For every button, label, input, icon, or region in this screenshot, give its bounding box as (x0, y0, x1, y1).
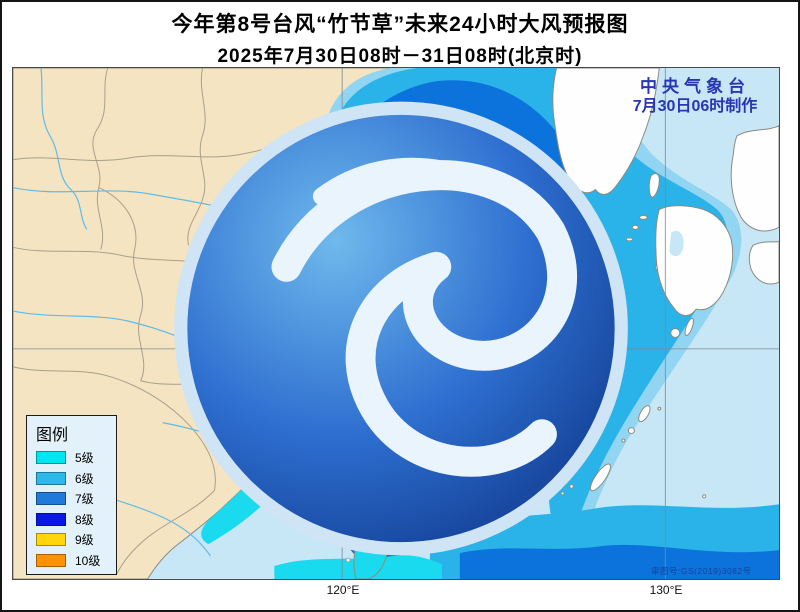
legend-row: 5级 (36, 451, 116, 465)
legend-row: 7级 (36, 492, 116, 506)
logo-dragon-swirl (271, 160, 577, 477)
legend-swatch-10 (36, 553, 66, 567)
page-title: 今年第8号台风“竹节草”未来24小时大风预报图 2025年7月30日08时－31… (2, 8, 798, 68)
map-approval-watermark: 审图号:GS(2019)3082号 (651, 566, 752, 576)
agency-annotation: 中央气象台 7月30日06时制作 (611, 76, 779, 117)
legend-label-5: 5级 (75, 451, 94, 465)
wind-band-7-south (459, 544, 779, 579)
legend-swatch-9 (36, 533, 66, 546)
legend-row: 6级 (36, 471, 116, 486)
foreign-land (549, 68, 779, 499)
legend-label-10: 10级 (75, 553, 101, 568)
lon-label-120e: 120°E (326, 583, 360, 597)
legend-label-8: 8级 (75, 512, 94, 527)
korea-peninsula (552, 68, 660, 195)
legend-label-6: 6级 (75, 471, 94, 486)
forecast-map: 中央气象台 7月30日06时制作 图例 5级 6级 7级 8级 (12, 67, 780, 580)
logo-flourish (312, 157, 454, 206)
honshu-west (730, 125, 779, 232)
legend-row: 10级 (36, 553, 116, 568)
legend-row: 8级 (36, 512, 116, 527)
legend-label-9: 9级 (75, 533, 94, 547)
legend-swatch-6 (36, 471, 66, 485)
title-line2: 2025年7月30日08时－31日08时(北京时) (217, 46, 583, 67)
lat-label-30n: 30° N (769, 349, 798, 371)
lon-label-130e: 130°E (649, 583, 683, 597)
legend-row: 9级 (36, 533, 116, 547)
cma-logo (174, 101, 628, 556)
ariake-bay (669, 230, 684, 257)
agency-name: 中央气象台 (640, 77, 750, 96)
legend-swatch-7 (36, 492, 66, 505)
penghu-islet (345, 557, 351, 563)
goto-islands (625, 214, 648, 242)
legend-swatch-5 (36, 451, 66, 464)
shikoku (748, 240, 779, 285)
tsushima-island (648, 173, 660, 199)
agency-issue-time: 7月30日06时制作 (632, 98, 758, 116)
legend-label-7: 7级 (75, 492, 94, 506)
title-line1: 今年第8号台风“竹节草”未来24小时大风预报图 (171, 13, 629, 36)
legend-swatch-8 (36, 512, 66, 526)
legend-title: 图例 (36, 427, 69, 444)
legend-box: 图例 5级 6级 7级 8级 9级 10级 (26, 415, 117, 575)
